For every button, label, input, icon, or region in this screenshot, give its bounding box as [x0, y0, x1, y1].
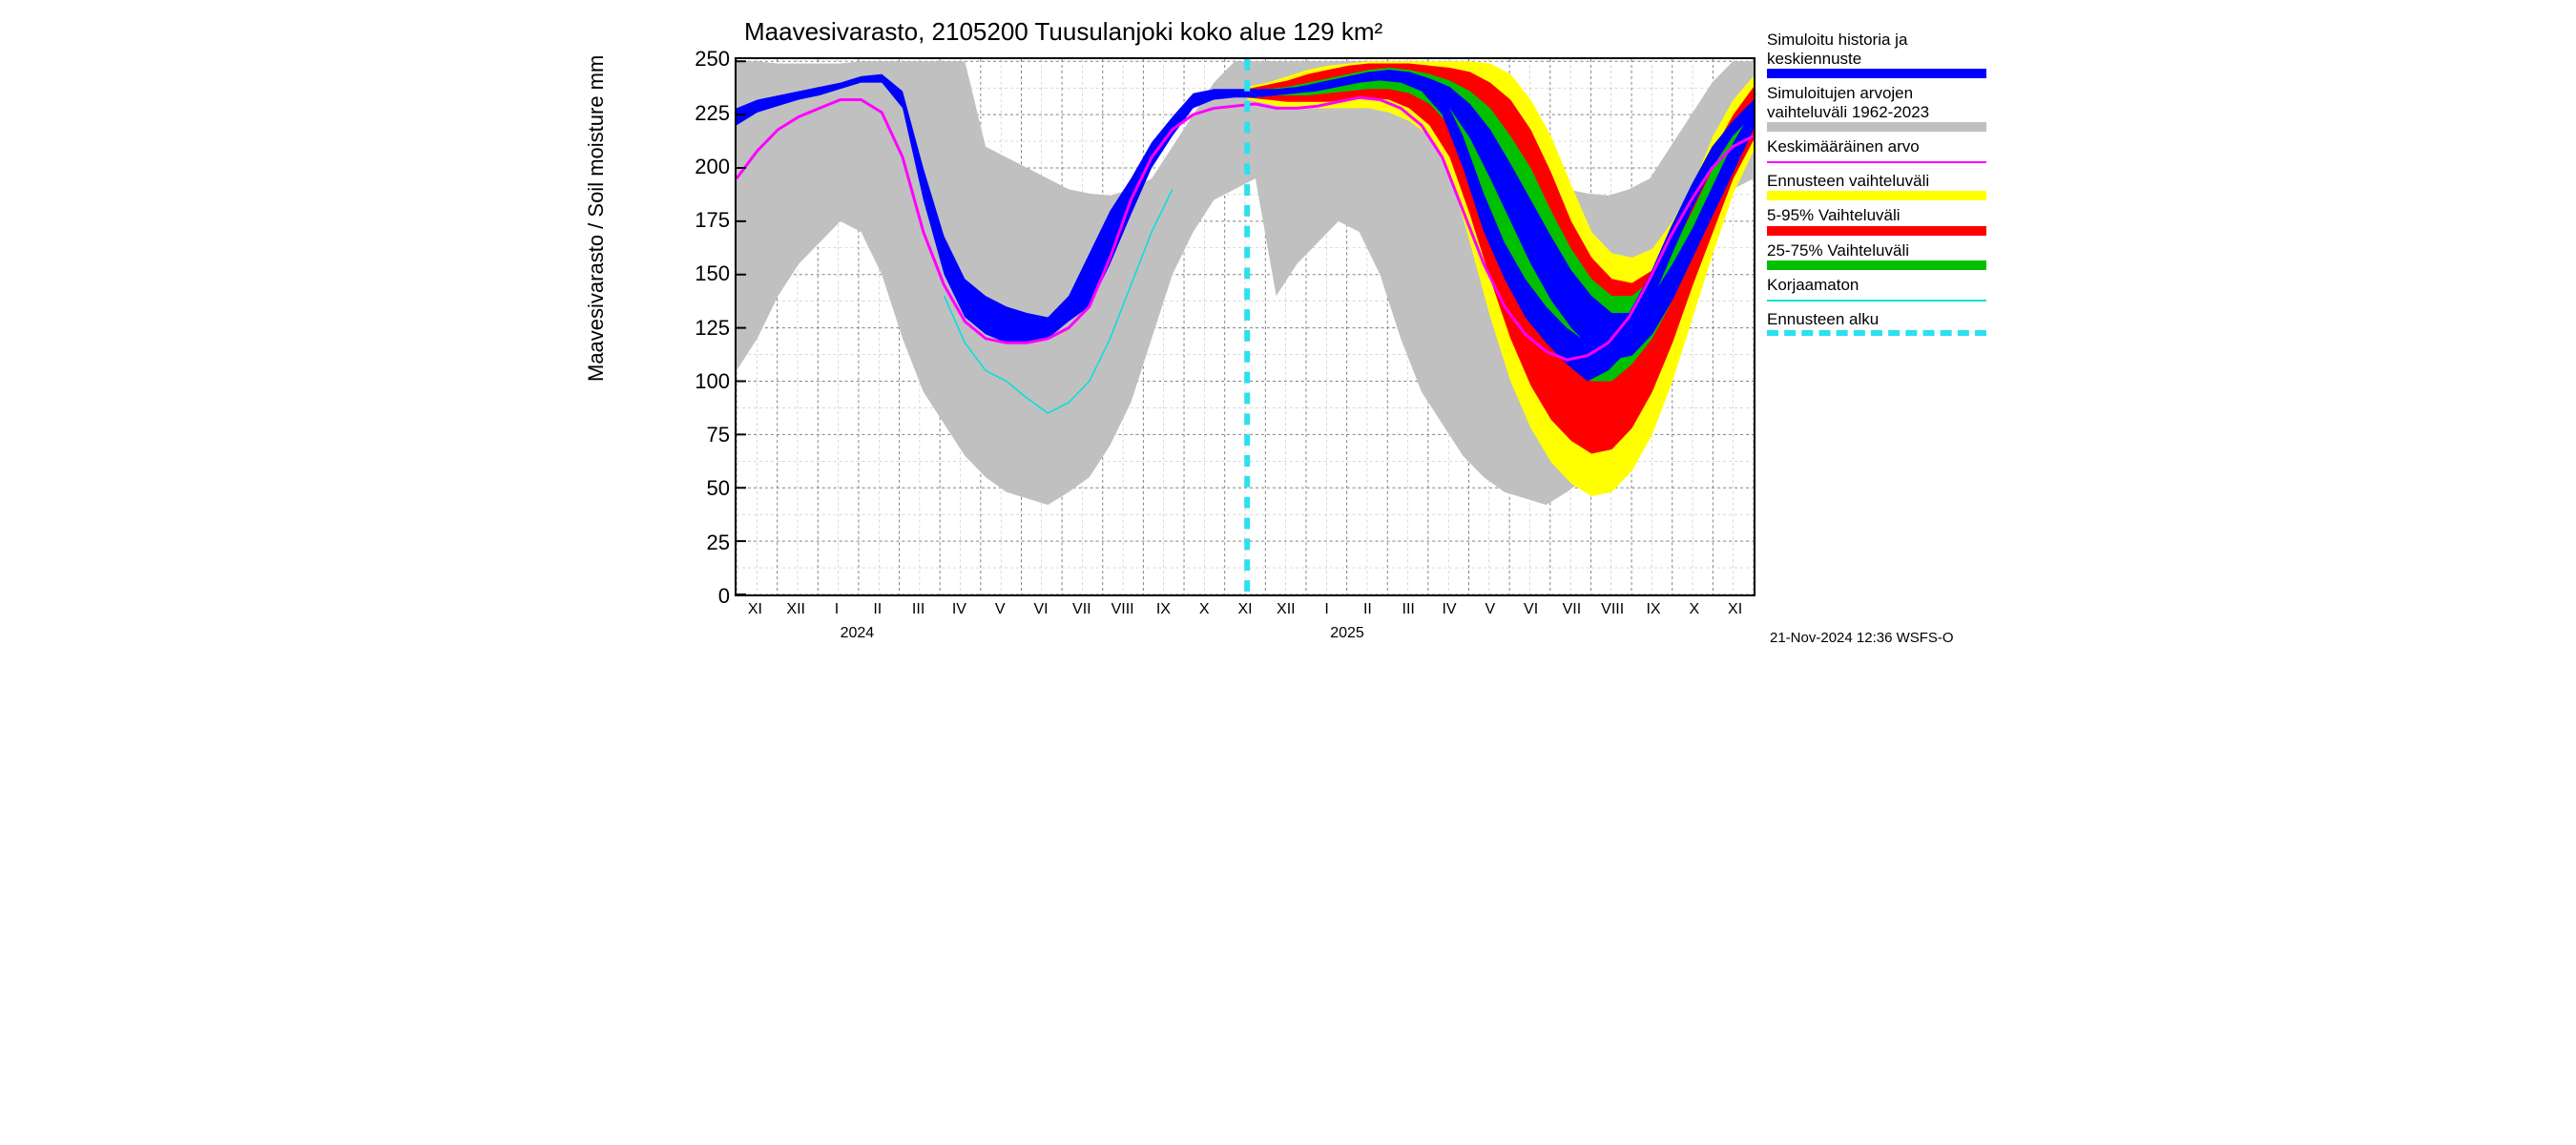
legend-item: Simuloitu historia ja keskiennuste	[1767, 31, 1996, 78]
legend-label: Korjaamaton	[1767, 276, 1996, 295]
legend-swatch	[1767, 300, 1986, 302]
legend: Simuloitu historia ja keskiennuste Simulo…	[1767, 31, 1996, 343]
x-month-label: III	[1402, 601, 1415, 618]
y-tick-label: 100	[673, 369, 730, 394]
legend-swatch	[1767, 161, 1986, 163]
x-month-label: XI	[748, 601, 762, 618]
x-month-label: VIII	[1601, 601, 1624, 618]
y-tick-label: 225	[673, 101, 730, 126]
y-tick-label: 125	[673, 316, 730, 341]
x-month-label: III	[912, 601, 924, 618]
x-month-label: XI	[1237, 601, 1252, 618]
legend-item: Korjaamaton	[1767, 276, 1996, 302]
x-month-label: VI	[1524, 601, 1538, 618]
legend-swatch	[1767, 69, 1986, 78]
legend-item: Ennusteen alku	[1767, 310, 1996, 337]
x-month-label: I	[835, 601, 839, 618]
legend-swatch	[1767, 191, 1986, 200]
y-tick-label: 250	[673, 47, 730, 72]
legend-swatch	[1767, 260, 1986, 270]
legend-label: 5-95% Vaihteluväli	[1767, 206, 1996, 225]
legend-item: Simuloitujen arvojen vaihteluväli 1962-2…	[1767, 84, 1996, 132]
legend-label: Keskimääräinen arvo	[1767, 137, 1996, 156]
x-month-label: XII	[1277, 601, 1296, 618]
y-tick-label: 175	[673, 208, 730, 233]
legend-label: Simuloitujen arvojen vaihteluväli 1962-2…	[1767, 84, 1996, 121]
plot-area	[735, 57, 1755, 596]
y-tick-label: 50	[673, 476, 730, 501]
x-month-label: II	[1363, 601, 1372, 618]
footer-timestamp: 21-Nov-2024 12:36 WSFS-O	[1770, 630, 1954, 646]
x-month-label: XI	[1728, 601, 1742, 618]
legend-label: Ennusteen vaihteluväli	[1767, 172, 1996, 191]
x-month-label: II	[873, 601, 882, 618]
legend-label: 25-75% Vaihteluväli	[1767, 241, 1996, 260]
x-month-label: IX	[1646, 601, 1660, 618]
chart-svg	[737, 59, 1754, 594]
y-tick-label: 25	[673, 531, 730, 555]
legend-item: 25-75% Vaihteluväli	[1767, 241, 1996, 271]
x-month-label: VIII	[1111, 601, 1134, 618]
y-axis-label: Maavesivarasto / Soil moisture mm	[584, 55, 609, 382]
x-month-label: IV	[952, 601, 966, 618]
chart-title: Maavesivarasto, 2105200 Tuusulanjoki kok…	[744, 17, 1382, 47]
legend-label: Simuloitu historia ja keskiennuste	[1767, 31, 1996, 68]
legend-item: Keskimääräinen arvo	[1767, 137, 1996, 163]
y-tick-label: 75	[673, 423, 730, 448]
chart-page: Maavesivarasto, 2105200 Tuusulanjoki kok…	[572, 0, 2004, 668]
x-month-label: VII	[1563, 601, 1582, 618]
legend-item: Ennusteen vaihteluväli	[1767, 172, 1996, 201]
x-month-label: VI	[1033, 601, 1048, 618]
y-tick-label: 150	[673, 261, 730, 286]
x-month-label: X	[1199, 601, 1210, 618]
x-month-label: IV	[1442, 601, 1456, 618]
x-month-label: V	[1485, 601, 1495, 618]
legend-swatch	[1767, 226, 1986, 236]
y-tick-label: 200	[673, 155, 730, 179]
x-month-label: V	[995, 601, 1006, 618]
x-year-label: 2024	[841, 625, 875, 642]
legend-swatch	[1767, 122, 1986, 132]
x-month-label: IX	[1156, 601, 1171, 618]
legend-label: Ennusteen alku	[1767, 310, 1996, 329]
x-month-label: X	[1689, 601, 1699, 618]
legend-swatch	[1767, 330, 1986, 336]
x-month-label: XII	[786, 601, 805, 618]
legend-item: 5-95% Vaihteluväli	[1767, 206, 1996, 236]
x-year-label: 2025	[1330, 625, 1364, 642]
y-tick-label: 0	[673, 584, 730, 609]
x-month-label: I	[1324, 601, 1328, 618]
x-month-label: VII	[1072, 601, 1091, 618]
